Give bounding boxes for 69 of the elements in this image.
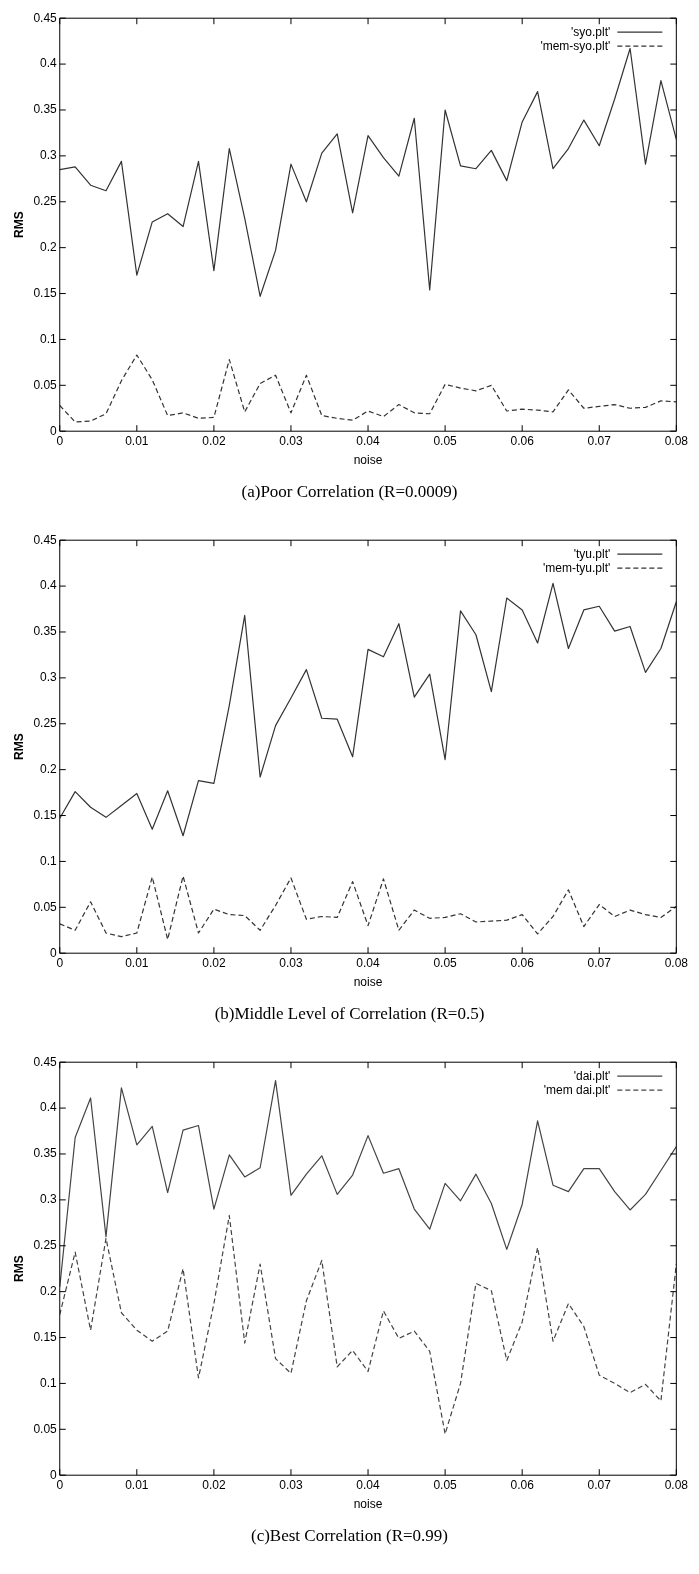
y-tick-label: 0.05	[33, 377, 58, 392]
x-tick-label: 0.08	[664, 1477, 689, 1492]
y-tick-label: 0.4	[40, 578, 58, 593]
y-tick-label: 0.2	[40, 761, 58, 776]
y-tick-label: 0.15	[33, 1329, 58, 1344]
x-tick-label: 0.03	[279, 433, 303, 448]
legend-label: 'mem-tyu.plt'	[543, 560, 611, 575]
y-axis-title: RMS	[11, 1255, 26, 1283]
x-tick-label: 0.04	[356, 955, 381, 970]
x-tick-label: 0.06	[510, 433, 535, 448]
y-tick-label: 0.1	[40, 331, 58, 346]
x-tick-label: 0.02	[202, 433, 226, 448]
text: (c)Best Correlation (R=0.99)	[250, 1526, 449, 1546]
y-tick-label: 0.15	[33, 285, 58, 300]
x-tick-label: 0.05	[433, 1477, 458, 1492]
y-tick-label: 0.1	[40, 1375, 58, 1390]
y-tick-label: 0.35	[33, 624, 58, 639]
x-tick-label: 0.05	[433, 955, 458, 970]
y-tick-label: 0.05	[33, 899, 58, 914]
legend-label: 'mem-syo.plt'	[540, 38, 611, 53]
legend-label: 'dai.plt'	[573, 1068, 611, 1083]
legend-label: 'tyu.plt'	[573, 546, 611, 561]
y-tick-label: 0.25	[33, 716, 58, 731]
x-tick-label: 0.02	[202, 955, 226, 970]
x-tick-label: 0.03	[279, 955, 303, 970]
x-axis-title: noise	[353, 453, 383, 468]
x-axis-title: noise	[353, 975, 383, 990]
x-tick-label: 0.07	[587, 1477, 612, 1492]
x-tick-label: 0.03	[279, 1477, 303, 1492]
x-tick-label: 0.02	[202, 1477, 226, 1492]
x-tick-label: 0.08	[664, 433, 689, 448]
y-tick-label: 0.4	[40, 1100, 58, 1115]
y-tick-label: 0.25	[33, 1238, 58, 1253]
y-tick-label: 0.45	[33, 532, 58, 547]
y-axis-title: RMS	[11, 211, 26, 239]
x-tick-label: 0.01	[125, 1477, 149, 1492]
y-tick-label: 0.2	[40, 1283, 58, 1298]
x-tick-label: 0.06	[510, 955, 535, 970]
y-tick-label: 0.3	[40, 148, 58, 163]
legend-label: 'mem dai.plt'	[543, 1082, 611, 1097]
x-tick-label: 0.04	[356, 433, 381, 448]
y-tick-label: 0	[50, 1467, 58, 1482]
y-tick-label: 0.45	[33, 1054, 58, 1069]
y-tick-label: 0.35	[33, 102, 58, 117]
y-tick-label: 0.1	[40, 853, 58, 868]
y-tick-label: 0.3	[40, 1192, 58, 1207]
x-tick-label: 0.06	[510, 1477, 535, 1492]
y-tick-label: 0.15	[33, 807, 58, 822]
y-axis-title: RMS	[11, 733, 26, 761]
legend-label: 'syo.plt'	[571, 24, 611, 39]
x-tick-label: 0.08	[664, 955, 689, 970]
y-tick-label: 0.35	[33, 1146, 58, 1161]
x-tick-label: 0.07	[587, 955, 612, 970]
y-tick-label: 0.05	[33, 1421, 58, 1436]
y-tick-label: 0.45	[33, 10, 58, 25]
x-tick-label: 0.05	[433, 433, 458, 448]
x-tick-label: 0.01	[125, 955, 149, 970]
y-tick-label: 0.4	[40, 56, 58, 71]
y-tick-label: 0	[50, 945, 58, 960]
y-tick-label: 0	[50, 423, 58, 438]
x-tick-label: 0.04	[356, 1477, 381, 1492]
text: (a)Poor Correlation (R=0.0009)	[240, 482, 459, 502]
x-axis-title: noise	[353, 1497, 383, 1512]
text: (b)Middle Level of Correlation (R=0.5)	[213, 1004, 486, 1024]
y-tick-label: 0.25	[33, 194, 58, 209]
x-tick-label: 0.01	[125, 433, 149, 448]
y-tick-label: 0.2	[40, 239, 58, 254]
x-tick-label: 0.07	[587, 433, 612, 448]
y-tick-label: 0.3	[40, 670, 58, 685]
